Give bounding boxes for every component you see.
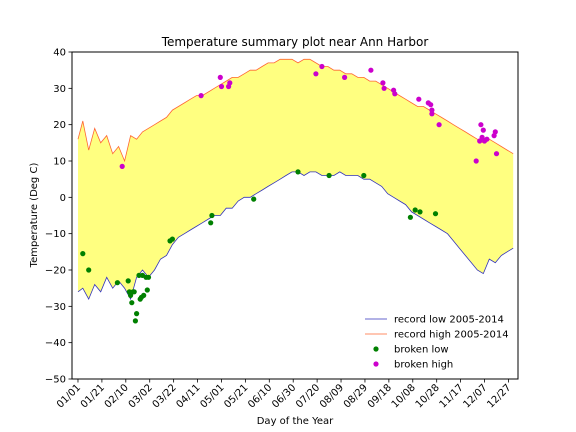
legend-swatch xyxy=(373,346,379,352)
broken-high-point xyxy=(218,83,225,90)
y-tick-label: −20 xyxy=(45,266,66,277)
broken-high-point xyxy=(428,102,434,108)
legend: record low 2005-2014 record high 2005-201… xyxy=(365,315,509,371)
broken-high-point xyxy=(368,67,374,73)
broken-low-point xyxy=(407,214,413,220)
broken-low-point xyxy=(169,236,175,242)
y-axis-label: Temperature (Deg C) xyxy=(29,163,40,269)
broken-low-point xyxy=(145,274,152,280)
y-tick-label: 40 xyxy=(53,48,66,59)
legend-label: broken low xyxy=(394,345,449,356)
broken-high-point xyxy=(473,158,479,164)
series-line-record-high xyxy=(77,58,514,163)
broken-high-point xyxy=(478,122,484,128)
x-axis-label: Day of the Year xyxy=(257,416,334,427)
broken-low-point xyxy=(134,311,140,317)
broken-low-point xyxy=(208,220,214,226)
broken-high-point xyxy=(429,111,435,117)
broken-low-point xyxy=(129,300,135,306)
y-tick-label: −50 xyxy=(45,375,66,386)
broken-high-point xyxy=(227,80,233,86)
broken-low-point xyxy=(417,209,423,215)
broken-high-point xyxy=(119,163,125,169)
broken-low-point xyxy=(144,287,150,293)
legend-label: record high 2005-2014 xyxy=(394,330,509,341)
broken-low-point xyxy=(132,318,138,324)
broken-high-point xyxy=(198,93,204,99)
y-tick-label: −10 xyxy=(45,229,66,240)
broken-low-point xyxy=(86,267,92,273)
broken-high-point xyxy=(319,63,325,70)
y-tick-label: 10 xyxy=(53,157,66,168)
broken-high-point xyxy=(429,107,435,113)
broken-low-point xyxy=(295,169,301,175)
broken-high-point xyxy=(342,74,348,80)
chart-title: Temperature summary plot near Ann Harbor xyxy=(161,35,429,49)
range-fill xyxy=(78,59,514,300)
broken-high-point xyxy=(493,151,500,157)
broken-low-point xyxy=(326,172,332,179)
broken-low-point xyxy=(251,196,257,202)
broken-high-point xyxy=(217,74,223,80)
broken-low-point xyxy=(209,212,215,219)
y-tick-label: 0 xyxy=(60,193,66,204)
y-tick-label: −30 xyxy=(45,302,66,313)
broken-low-point xyxy=(361,172,367,179)
y-axis: −50 −40 −30 −20 −10 0 10 20 30 40 xyxy=(45,48,72,386)
broken-high-point xyxy=(436,122,442,128)
broken-low-point xyxy=(432,211,439,217)
broken-low-point xyxy=(412,207,418,213)
legend-swatch xyxy=(373,361,379,367)
legend-label: record low 2005-2014 xyxy=(394,315,504,326)
broken-high-point xyxy=(416,96,422,102)
broken-high-point xyxy=(313,71,319,77)
broken-low-point xyxy=(114,280,120,286)
broken-low-point xyxy=(125,278,131,284)
broken-high-point xyxy=(492,129,498,135)
y-tick-label: 20 xyxy=(53,120,66,131)
broken-low-point xyxy=(141,292,147,298)
legend-label: broken high xyxy=(394,360,453,371)
broken-high-point xyxy=(484,136,490,142)
broken-high-point xyxy=(380,80,386,86)
broken-low-point xyxy=(80,251,86,257)
y-tick-label: 30 xyxy=(53,84,66,95)
broken-low-point xyxy=(131,289,137,295)
plot-area xyxy=(77,58,514,324)
plot-frame xyxy=(71,51,519,380)
y-tick-label: −40 xyxy=(45,338,66,349)
broken-high-point xyxy=(392,91,398,97)
broken-high-point xyxy=(480,127,486,133)
broken-high-point xyxy=(381,85,387,91)
